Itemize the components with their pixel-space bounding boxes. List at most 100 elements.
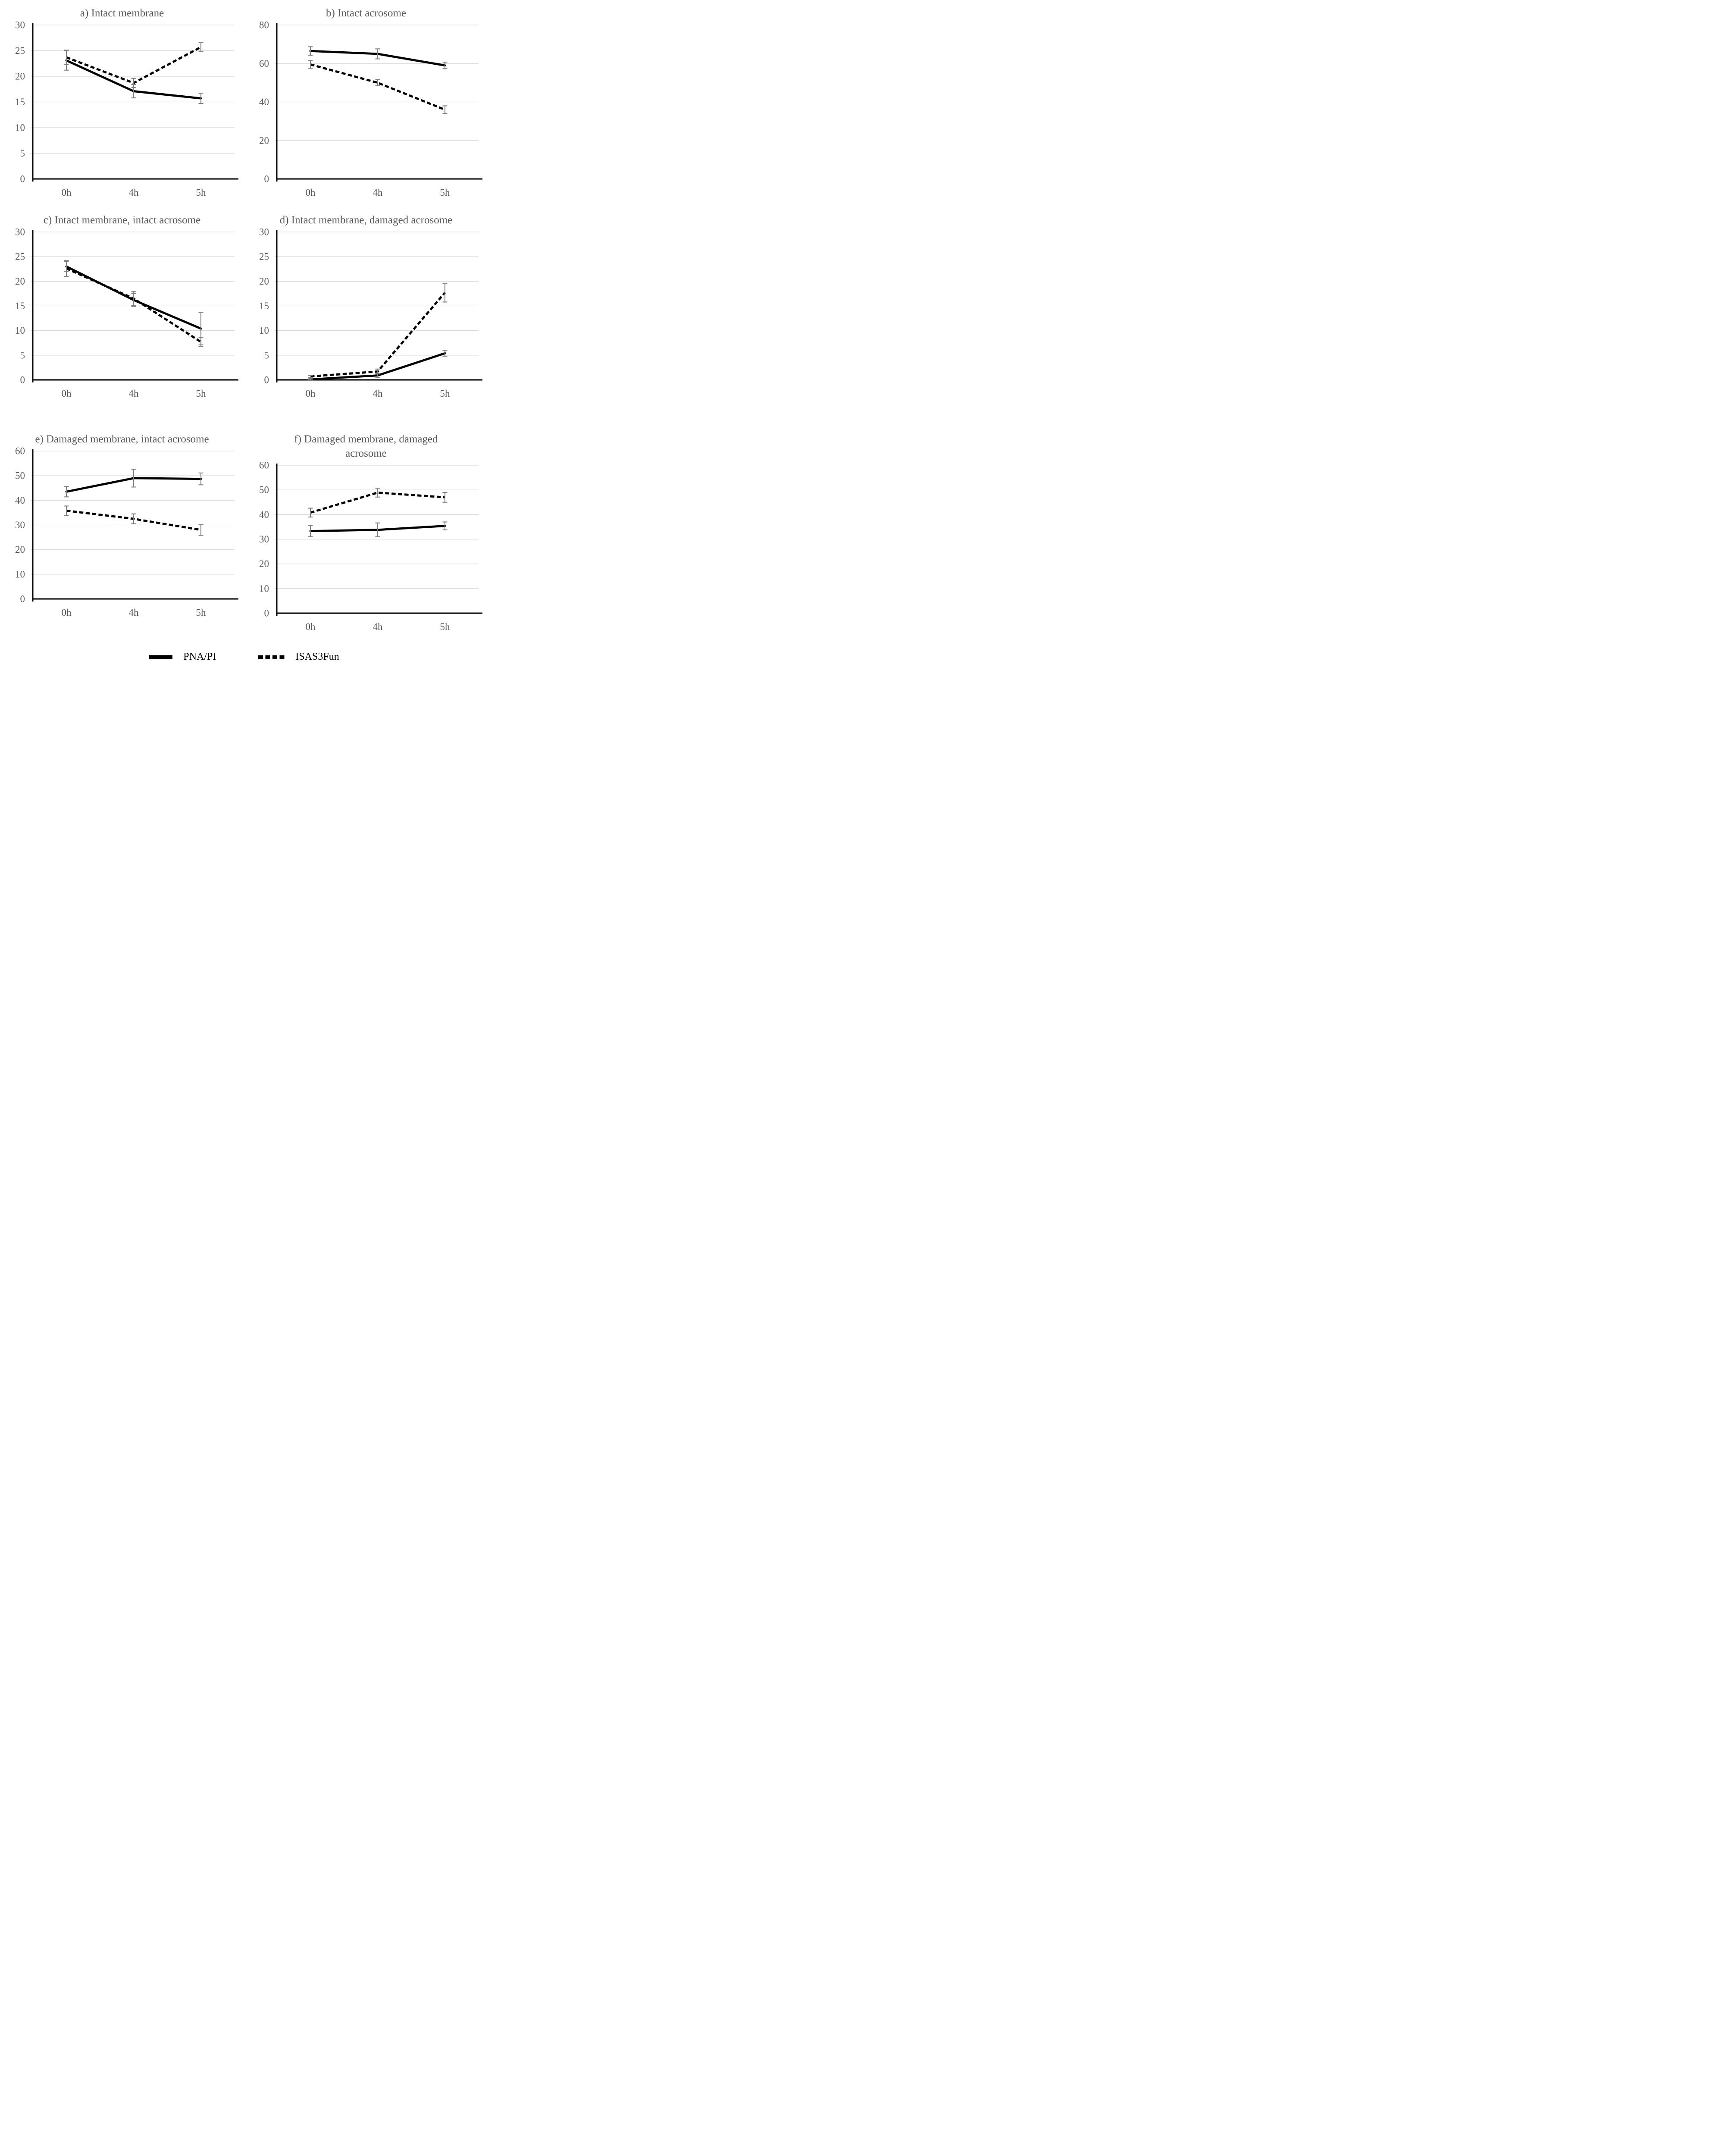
- svg-text:10: 10: [15, 122, 25, 133]
- svg-text:0h: 0h: [306, 187, 316, 198]
- svg-text:5: 5: [264, 350, 269, 360]
- svg-text:30: 30: [259, 534, 269, 545]
- legend: PNA/PI ISAS3Fun: [0, 645, 488, 680]
- svg-text:25: 25: [15, 251, 25, 262]
- gridlines: [31, 25, 235, 154]
- x-axis-tick-labels: 0h 4h 5h: [306, 621, 451, 632]
- legend-solid-line-sample: [149, 655, 173, 659]
- svg-text:4h: 4h: [373, 187, 383, 198]
- series-line-dashed: [310, 63, 445, 111]
- data-series-lines: [309, 292, 446, 381]
- error-bars: [308, 46, 448, 114]
- error-bars: [64, 260, 203, 347]
- panel-f: f) Damaged membrane, damaged acrosome 0 1…: [244, 426, 488, 645]
- axes: [32, 23, 238, 182]
- axes: [276, 464, 482, 616]
- chart-row-1: a) Intact membrane 0 5 10 15 20 25 30 0h 4h 5h b)…: [0, 0, 488, 207]
- svg-text:4h: 4h: [129, 187, 139, 198]
- svg-text:0: 0: [20, 594, 25, 605]
- svg-text:15: 15: [15, 97, 25, 107]
- svg-text:4h: 4h: [373, 621, 383, 632]
- svg-text:60: 60: [259, 58, 269, 69]
- svg-text:5h: 5h: [196, 607, 207, 618]
- svg-text:50: 50: [15, 470, 25, 481]
- panel-c: c) Intact membrane, intact acrosome 0 5 10…: [0, 207, 244, 426]
- svg-text:30: 30: [15, 228, 25, 238]
- svg-text:0: 0: [264, 608, 269, 619]
- x-axis-tick-labels: 0h 4h 5h: [62, 607, 207, 618]
- error-bars: [308, 282, 448, 381]
- chart-canvas-a: 0 5 10 15 20 25 30 0h 4h 5h: [15, 21, 238, 198]
- svg-text:30: 30: [259, 228, 269, 238]
- panel-f-title: f) Damaged membrane, damaged acrosome: [294, 433, 438, 459]
- chart-row-2: c) Intact membrane, intact acrosome 0 5 10…: [0, 207, 488, 426]
- x-axis-tick-labels: 0h 4h 5h: [62, 187, 207, 198]
- legend-item-pna-pi: PNA/PI: [149, 651, 216, 663]
- y-axis-tick-labels: 0 20 40 60 80: [259, 21, 269, 185]
- svg-text:0h: 0h: [306, 388, 316, 399]
- svg-text:25: 25: [259, 251, 269, 262]
- series-line-dashed: [310, 292, 446, 378]
- panel-b: b) Intact acrosome 0 20 40 60 80 0h 4h 5h: [244, 0, 488, 207]
- svg-text:20: 20: [259, 135, 269, 146]
- panel-d: d) Intact membrane, damaged acrosome 0 5 1…: [244, 207, 488, 426]
- y-axis-tick-labels: 0 10 20 30 40 50 60: [259, 461, 269, 619]
- svg-text:15: 15: [259, 301, 269, 311]
- panel-c-title: c) Intact membrane, intact acrosome: [43, 214, 201, 226]
- svg-text:0h: 0h: [306, 621, 316, 632]
- svg-text:4h: 4h: [373, 388, 383, 399]
- panel-a-title: a) Intact membrane: [80, 7, 164, 19]
- legend-label-isas3fun: ISAS3Fun: [295, 651, 339, 662]
- svg-text:4h: 4h: [129, 607, 139, 618]
- error-bars: [308, 488, 448, 537]
- legend-dashed-line-sample: [258, 655, 285, 659]
- axes: [276, 23, 482, 182]
- series-line-dashed: [310, 491, 445, 514]
- legend-item-isas3fun: ISAS3Fun: [258, 651, 339, 663]
- series-line-dashed: [66, 46, 202, 85]
- svg-text:15: 15: [15, 301, 25, 311]
- svg-text:0: 0: [20, 375, 25, 385]
- x-axis-tick-labels: 0h 4h 5h: [306, 187, 451, 198]
- svg-text:5h: 5h: [196, 388, 207, 399]
- svg-text:60: 60: [15, 447, 25, 457]
- chart-canvas-f: 0 10 20 30 40 50 60 0h 4h 5h: [259, 461, 482, 632]
- svg-text:20: 20: [259, 558, 269, 569]
- panel-b-title: b) Intact acrosome: [326, 7, 407, 19]
- chart-row-3: e) Damaged membrane, intact acrosome 0 10…: [0, 426, 488, 645]
- y-axis-tick-labels: 0 10 20 30 40 50 60: [15, 447, 25, 605]
- figure: a) Intact membrane 0 5 10 15 20 25 30 0h 4h 5h b)…: [0, 0, 488, 680]
- svg-text:0: 0: [264, 174, 269, 185]
- svg-text:10: 10: [15, 569, 25, 580]
- svg-text:50: 50: [259, 485, 269, 495]
- chart-canvas-c: 0 5 10 15 20 25 30 0h 4h 5h: [15, 228, 238, 399]
- chart-canvas-b: 0 20 40 60 80 0h 4h 5h: [259, 21, 482, 198]
- svg-text:5h: 5h: [440, 388, 451, 399]
- svg-text:5: 5: [20, 148, 25, 159]
- panel-e: e) Damaged membrane, intact acrosome 0 10…: [0, 426, 244, 645]
- svg-text:5h: 5h: [196, 187, 207, 198]
- gridlines: [275, 465, 479, 589]
- svg-text:10: 10: [259, 325, 269, 336]
- panel-e-title: e) Damaged membrane, intact acrosome: [35, 433, 209, 445]
- svg-text:40: 40: [259, 509, 269, 520]
- axes: [32, 449, 238, 602]
- legend-label-pna-pi: PNA/PI: [183, 651, 216, 662]
- chart-canvas-d: 0 5 10 15 20 25 30 0h 4h 5h: [259, 228, 482, 399]
- svg-text:40: 40: [15, 495, 25, 506]
- svg-text:0: 0: [20, 174, 25, 185]
- svg-text:40: 40: [259, 97, 269, 107]
- svg-text:20: 20: [259, 276, 269, 287]
- svg-text:30: 30: [15, 21, 25, 31]
- svg-text:0h: 0h: [62, 388, 72, 399]
- svg-text:25: 25: [15, 45, 25, 56]
- y-axis-tick-labels: 0 5 10 15 20 25 30: [259, 228, 269, 385]
- svg-text:20: 20: [15, 544, 25, 555]
- svg-text:0h: 0h: [62, 607, 72, 618]
- panel-d-title: d) Intact membrane, damaged acrosome: [279, 214, 453, 226]
- x-axis-tick-labels: 0h 4h 5h: [306, 388, 451, 399]
- svg-text:60: 60: [259, 461, 269, 471]
- svg-text:4h: 4h: [129, 388, 139, 399]
- gridlines: [275, 232, 479, 356]
- svg-text:10: 10: [15, 325, 25, 336]
